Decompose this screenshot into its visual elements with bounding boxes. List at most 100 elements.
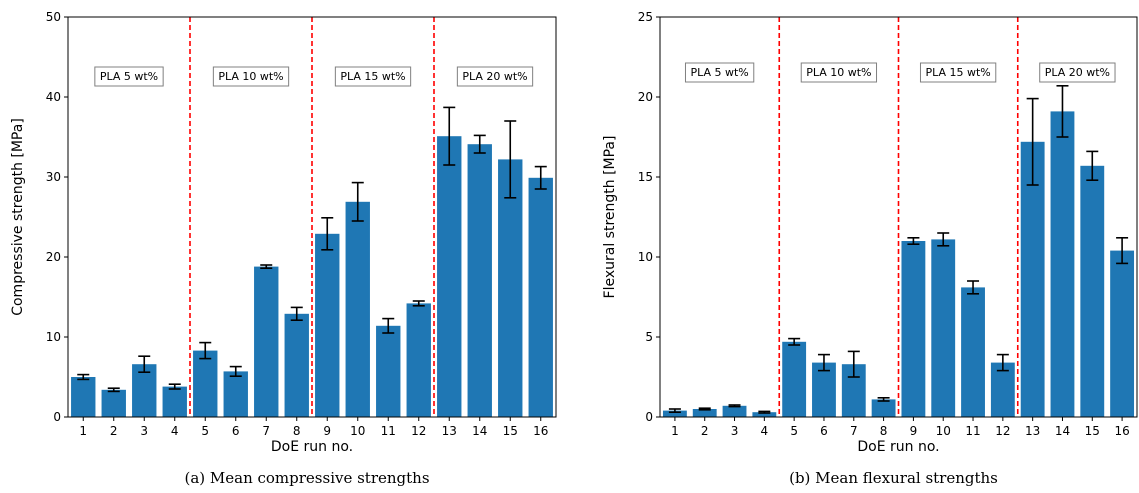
x-tick-label: 5 <box>790 424 798 438</box>
x-tick-label: 15 <box>1085 424 1100 438</box>
x-tick-label: 9 <box>910 424 918 438</box>
figure-caption: (a) Mean compressive strengths <box>184 469 429 487</box>
bar-14 <box>467 144 492 417</box>
x-tick-label: 6 <box>232 424 240 438</box>
error-bar-2 <box>698 407 711 411</box>
bar-8 <box>284 313 309 417</box>
error-bar-12 <box>412 300 425 307</box>
error-bar-15 <box>504 120 517 199</box>
bar-2 <box>101 389 126 417</box>
error-bar-7 <box>847 350 860 378</box>
group-label-4: PLA 20 wt% <box>462 70 527 83</box>
x-tick-label: 12 <box>411 424 426 438</box>
error-bar-5 <box>788 337 801 346</box>
error-bar-15 <box>1086 150 1099 181</box>
group-label-3: PLA 15 wt% <box>925 66 990 79</box>
x-tick-label: 8 <box>880 424 888 438</box>
x-tick-label: 13 <box>1025 424 1040 438</box>
bar-12 <box>406 303 431 417</box>
y-tick-label: 5 <box>645 330 653 344</box>
bar-10 <box>345 201 370 417</box>
group-label-1: PLA 5 wt% <box>690 66 748 79</box>
error-bar-14 <box>1056 85 1069 138</box>
x-tick-label: 13 <box>442 424 457 438</box>
error-bar-16 <box>1116 237 1129 265</box>
bar-16 <box>528 177 553 417</box>
y-axis-label: Compressive strength [MPa] <box>10 118 26 316</box>
bar-4 <box>752 412 777 417</box>
error-bar-9 <box>321 217 334 251</box>
group-label-box-2 <box>800 62 878 83</box>
x-tick-label: 16 <box>533 424 548 438</box>
error-bar-4 <box>168 383 181 390</box>
chart-panel-2: PLA 5 wt% PLA 10 wt% PLA 15 wt% PLA 20 wt% 0… <box>602 10 1138 487</box>
x-tick-label: 2 <box>110 424 118 438</box>
bar-13 <box>1020 141 1045 418</box>
group-label-3: PLA 15 wt% <box>340 70 405 83</box>
bar-6 <box>812 362 836 417</box>
y-axis-label: Flexural strength [MPa] <box>602 136 618 299</box>
y-tick-label: 10 <box>638 250 653 264</box>
x-tick-label: 3 <box>140 424 148 438</box>
bar-9 <box>315 233 340 417</box>
bar-7 <box>254 266 279 417</box>
bar-5 <box>193 350 218 417</box>
bar-12 <box>990 362 1015 417</box>
error-bar-13 <box>1026 97 1039 186</box>
bar-6 <box>223 371 248 417</box>
error-bar-11 <box>382 317 395 334</box>
x-tick-label: 16 <box>1114 424 1129 438</box>
x-tick-label: 11 <box>965 424 980 438</box>
group-label-box-3 <box>919 62 997 83</box>
x-tick-label: 2 <box>701 424 709 438</box>
error-bar-3 <box>138 355 151 374</box>
y-tick-label: 50 <box>46 10 61 24</box>
error-bar-14 <box>473 134 486 154</box>
group-label-box-3 <box>334 66 412 87</box>
x-tick-label: 1 <box>671 424 679 438</box>
error-bar-5 <box>199 341 212 360</box>
y-tick-label: 25 <box>638 10 653 24</box>
x-tick-label: 7 <box>262 424 270 438</box>
y-tick-label: 10 <box>46 330 61 344</box>
error-bar-16 <box>534 165 547 190</box>
x-tick-label: 15 <box>503 424 518 438</box>
error-bar-1 <box>668 408 681 414</box>
group-label-box-2 <box>212 66 290 87</box>
bar-2 <box>692 409 717 417</box>
x-tick-label: 12 <box>995 424 1010 438</box>
bar-15 <box>1080 165 1105 417</box>
error-bar-3 <box>728 404 741 408</box>
figure-caption: (b) Mean flexural strengths <box>789 469 998 487</box>
y-tick-label: 0 <box>53 410 61 424</box>
x-tick-label: 7 <box>850 424 858 438</box>
error-bar-12 <box>996 353 1009 372</box>
error-bar-1 <box>77 373 90 381</box>
group-label-2: PLA 10 wt% <box>218 70 283 83</box>
bar-16 <box>1110 250 1135 417</box>
error-bar-8 <box>877 396 890 402</box>
error-bar-13 <box>443 106 456 166</box>
y-tick-label: 30 <box>46 170 61 184</box>
bar-11 <box>961 287 985 417</box>
error-bar-9 <box>907 237 920 245</box>
error-bar-11 <box>967 280 980 295</box>
bar-4 <box>162 386 187 417</box>
error-bar-10 <box>937 232 950 247</box>
bar-3 <box>722 405 747 417</box>
error-bar-8 <box>290 306 303 322</box>
error-bar-7 <box>260 264 273 270</box>
group-label-2: PLA 10 wt% <box>806 66 871 79</box>
x-tick-label: 11 <box>381 424 396 438</box>
x-axis-label: DoE run no. <box>857 439 939 455</box>
error-bar-10 <box>351 181 364 222</box>
bar-5 <box>782 341 807 417</box>
x-tick-label: 10 <box>936 424 951 438</box>
error-bar-6 <box>229 365 242 378</box>
group-label-box-4 <box>1039 62 1116 83</box>
x-tick-label: 8 <box>293 424 301 438</box>
x-tick-label: 4 <box>761 424 769 438</box>
group-label-4: PLA 20 wt% <box>1045 66 1110 79</box>
bar-8 <box>871 399 896 417</box>
error-bar-2 <box>107 387 120 393</box>
